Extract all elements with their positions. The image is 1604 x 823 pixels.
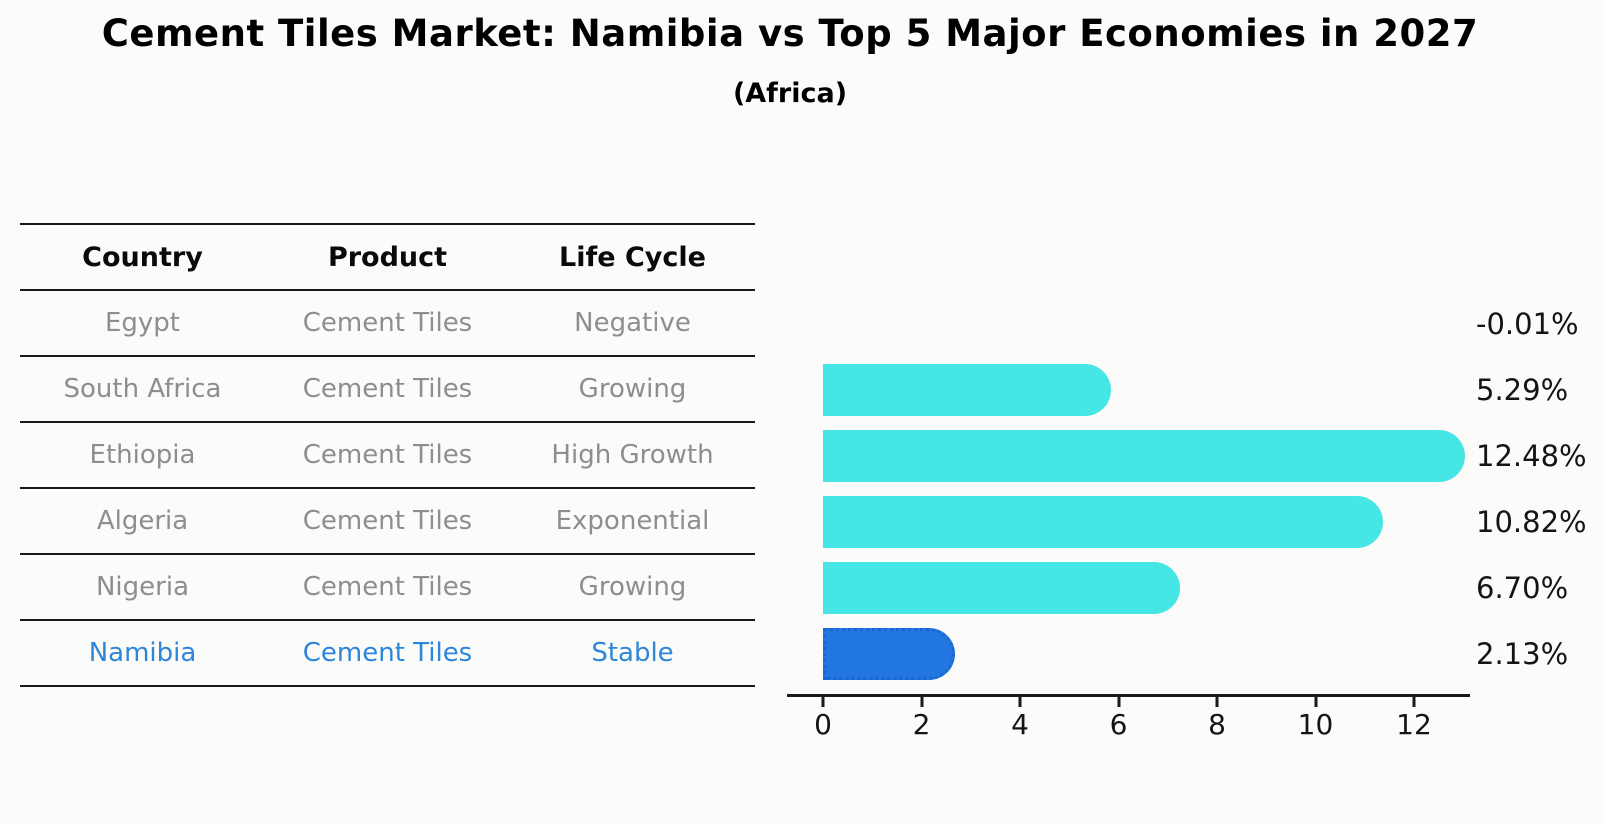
- value-label-algeria: 10.82%: [1476, 505, 1587, 539]
- x-axis-line: [787, 694, 1470, 697]
- table-row-algeria: Algeria Cement Tiles Exponential: [20, 489, 755, 555]
- life-cycle-cell: Stable: [591, 638, 674, 668]
- chart-title: Cement Tiles Market: Namibia vs Top 5 Ma…: [101, 12, 1479, 55]
- product-cell: Cement Tiles: [302, 572, 473, 602]
- table-row-namibia: Namibia Cement Tiles Stable: [20, 621, 755, 687]
- x-axis-tick: [1117, 697, 1120, 707]
- column-header-country: Country: [82, 241, 203, 273]
- product-cell: Cement Tiles: [302, 506, 473, 536]
- x-axis-tick-label: 6: [1109, 708, 1128, 741]
- x-axis-tick: [920, 697, 923, 707]
- column-header-life-cycle: Life Cycle: [559, 241, 706, 273]
- x-axis-tick-label: 2: [912, 708, 931, 741]
- table-row-south-africa: South Africa Cement Tiles Growing: [20, 357, 755, 423]
- value-label-egypt: -0.01%: [1476, 307, 1579, 341]
- life-cycle-cell: Growing: [578, 572, 687, 602]
- x-axis-tick: [1412, 697, 1416, 707]
- value-label-ethiopia: 12.48%: [1476, 439, 1587, 473]
- x-axis-tick-label: 0: [814, 708, 832, 741]
- x-axis-tick: [1215, 697, 1219, 707]
- x-axis-tick-label: 10: [1297, 708, 1334, 741]
- bar-ethiopia: [823, 430, 1465, 482]
- x-axis-tick: [1314, 697, 1317, 707]
- chart-subtitle: (Africa): [732, 78, 848, 109]
- life-cycle-cell: Negative: [574, 308, 691, 338]
- product-cell: Cement Tiles: [302, 440, 473, 470]
- table-row-egypt: Egypt Cement Tiles Negative: [20, 291, 755, 357]
- bar-namibia: [823, 628, 955, 680]
- product-cell: Cement Tiles: [302, 638, 473, 668]
- life-cycle-cell: High Growth: [551, 440, 714, 470]
- country-cell: Egypt: [104, 308, 181, 338]
- product-cell: Cement Tiles: [302, 374, 473, 404]
- value-label-namibia: 2.13%: [1476, 637, 1569, 671]
- x-axis-tick-label: 4: [1011, 708, 1029, 741]
- country-cell: Ethiopia: [89, 440, 196, 470]
- column-header-product: Product: [327, 241, 448, 273]
- x-axis-tick: [821, 697, 825, 707]
- country-cell: South Africa: [63, 374, 222, 404]
- bar-nigeria: [823, 562, 1180, 614]
- table-row-ethiopia: Ethiopia Cement Tiles High Growth: [20, 423, 755, 489]
- country-cell: Nigeria: [95, 572, 190, 602]
- value-label-south-africa: 5.29%: [1476, 373, 1569, 407]
- x-axis-tick-label: 8: [1208, 708, 1226, 741]
- country-comparison-table: Country Product Life Cycle Egypt Cement …: [20, 223, 755, 687]
- life-cycle-cell: Exponential: [555, 506, 710, 536]
- x-axis-tick-label: 12: [1396, 708, 1432, 741]
- product-cell: Cement Tiles: [302, 308, 473, 338]
- bar-algeria: [823, 496, 1383, 548]
- country-cell: Algeria: [96, 506, 189, 536]
- table-row-nigeria: Nigeria Cement Tiles Growing: [20, 555, 755, 621]
- x-axis-tick: [1018, 697, 1022, 707]
- value-label-nigeria: 6.70%: [1476, 571, 1569, 605]
- bar-south-africa: [823, 364, 1111, 416]
- country-cell: Namibia: [88, 638, 197, 668]
- table-header-row: Country Product Life Cycle: [20, 225, 755, 291]
- life-cycle-cell: Growing: [578, 374, 687, 404]
